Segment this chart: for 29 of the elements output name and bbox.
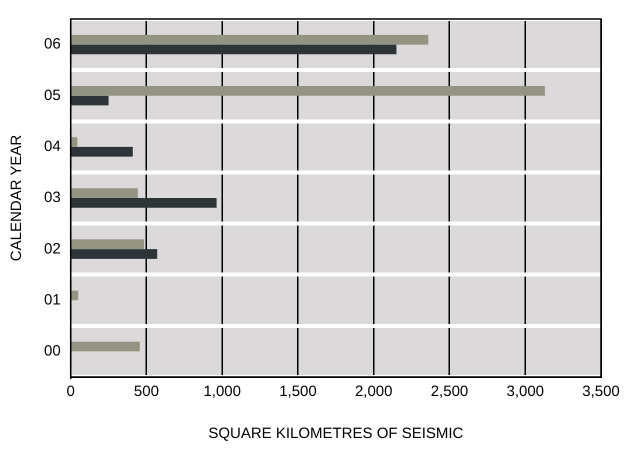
x-tick-label: 2,500 — [430, 383, 468, 400]
bar — [71, 198, 217, 208]
bar — [71, 146, 133, 157]
bar — [71, 239, 144, 250]
x-tick-label: 1,000 — [203, 383, 241, 400]
bar — [71, 34, 428, 45]
y-axis-title: CALENDAR YEAR — [8, 134, 26, 262]
x-tick-label: 1,500 — [279, 383, 317, 400]
bar — [71, 290, 78, 300]
bar — [71, 249, 158, 259]
x-tick-label: 3,000 — [506, 383, 544, 400]
x-tick-label: 500 — [134, 383, 159, 400]
bar — [71, 342, 140, 352]
y-tick-label: 05 — [44, 86, 61, 104]
x-tick-label: 0 — [66, 383, 75, 400]
bar — [71, 44, 396, 54]
y-tick-label: 02 — [44, 240, 61, 258]
bar — [71, 96, 109, 106]
bar — [71, 137, 78, 147]
y-tick-label: 01 — [44, 291, 61, 308]
x-tick-label: 2,000 — [354, 383, 392, 400]
y-tick-label: 04 — [44, 138, 61, 155]
bar — [71, 188, 138, 198]
x-tick-label: 3,500 — [582, 383, 620, 400]
y-tick-label: 06 — [44, 36, 61, 53]
y-tick-label: 03 — [44, 189, 61, 206]
x-axis-title: SQUARE KILOMETRES OF SEISMIC — [208, 425, 464, 442]
y-tick-label: 00 — [44, 342, 61, 360]
bar — [71, 86, 545, 96]
